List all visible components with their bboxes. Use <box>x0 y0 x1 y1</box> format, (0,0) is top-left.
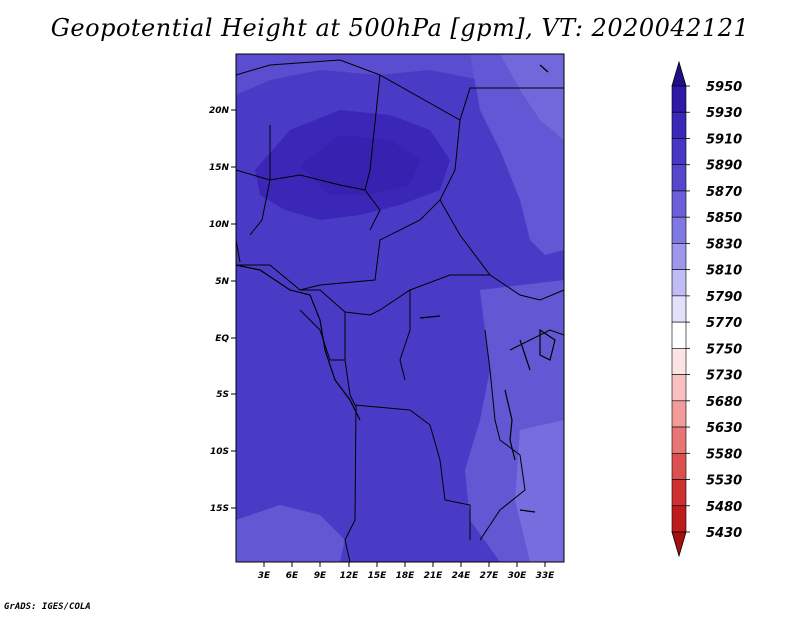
x-tick-label: 18E <box>396 571 416 581</box>
colorbar-bottom-arrow <box>671 531 687 558</box>
colorbar-swatch <box>671 164 687 192</box>
x-tick-label: 21E <box>424 571 444 581</box>
x-tick-label: 9E <box>314 571 327 581</box>
colorbar-swatch <box>671 295 687 323</box>
x-tick-label: 24E <box>452 571 472 581</box>
colorbar-swatch <box>671 190 687 218</box>
x-tick-label: 6E <box>286 571 299 581</box>
dark-core-inner <box>300 135 420 195</box>
southwest-light-region <box>236 505 345 562</box>
colorbar: 5950 5930 5910 5890 5870 5850 5830 5810 5790 5770… <box>671 60 742 558</box>
colorbar-label: 5430 <box>706 526 742 541</box>
grads-credit: GrADS: IGES/COLA <box>4 602 91 612</box>
colorbar-swatch <box>671 243 687 270</box>
southeast-lighter-region <box>515 420 564 562</box>
colorbar-swatch <box>671 505 687 533</box>
northeast-lighter-region <box>500 54 564 140</box>
colorbar-swatch <box>671 216 687 244</box>
colorbar-swatch <box>671 269 687 297</box>
map-frame <box>235 53 565 563</box>
y-tick-label: 10S <box>210 447 229 457</box>
x-tick-label: 15E <box>368 571 388 581</box>
colorbar-label: 5580 <box>706 447 742 462</box>
colorbar-label: 5480 <box>706 500 742 515</box>
y-axis <box>231 109 236 509</box>
y-tick-label: 5S <box>216 390 229 400</box>
colorbar-label: 5730 <box>706 369 742 384</box>
colorbar-swatch <box>671 348 687 375</box>
colorbar-label: 5850 <box>706 211 742 226</box>
coast-and-lakes <box>235 64 556 513</box>
colorbar-label: 5630 <box>706 421 742 436</box>
colorbar-label: 5530 <box>706 474 742 489</box>
y-tick-label: 5N <box>215 277 229 287</box>
y-tick-label: 20N <box>209 106 230 116</box>
colorbar-swatch <box>671 452 687 480</box>
y-tick-labels: 20N 15N 10N 5N EQ 5S 10S 15S <box>209 106 230 514</box>
colorbar-label: 5750 <box>706 342 742 357</box>
colorbar-top-arrow <box>671 60 687 87</box>
colorbar-label: 5680 <box>706 395 742 410</box>
colorbar-label: 5790 <box>706 290 742 305</box>
country-borders <box>235 59 565 563</box>
x-tick-label: 33E <box>536 571 556 581</box>
x-tick-label: 27E <box>480 571 500 581</box>
colorbar-swatch <box>671 138 687 166</box>
colorbar-label: 5950 <box>706 80 742 95</box>
colorbar-swatch <box>671 426 687 454</box>
colorbar-label: 5910 <box>706 132 742 147</box>
colorbar-swatch <box>671 321 687 349</box>
x-axis <box>263 562 546 567</box>
x-tick-labels: 3E 6E 9E 12E 15E 18E 21E 24E 27E 30E 33E <box>258 571 555 581</box>
y-tick-label: 10N <box>209 220 230 230</box>
colorbar-swatch <box>671 374 687 402</box>
colorbar-swatch <box>671 479 687 507</box>
colorbar-label: 5810 <box>706 264 742 279</box>
colorbar-label: 5890 <box>706 159 742 174</box>
x-tick-label: 30E <box>508 571 528 581</box>
colorbar-swatch <box>671 400 687 428</box>
y-tick-label: 15N <box>209 163 230 173</box>
chart-title: Geopotential Height at 500hPa [gpm], VT:… <box>50 14 750 42</box>
y-tick-label: EQ <box>215 334 229 344</box>
colorbar-label: 5770 <box>706 316 742 331</box>
x-tick-label: 12E <box>340 571 360 581</box>
colorbar-label: 5930 <box>706 106 742 121</box>
x-tick-label: 3E <box>258 571 271 581</box>
colorbar-swatch <box>671 111 687 139</box>
colorbar-label: 5870 <box>706 185 742 200</box>
colorbar-swatch <box>671 85 687 113</box>
colorbar-label: 5830 <box>706 237 742 252</box>
y-tick-label: 15S <box>210 504 229 514</box>
